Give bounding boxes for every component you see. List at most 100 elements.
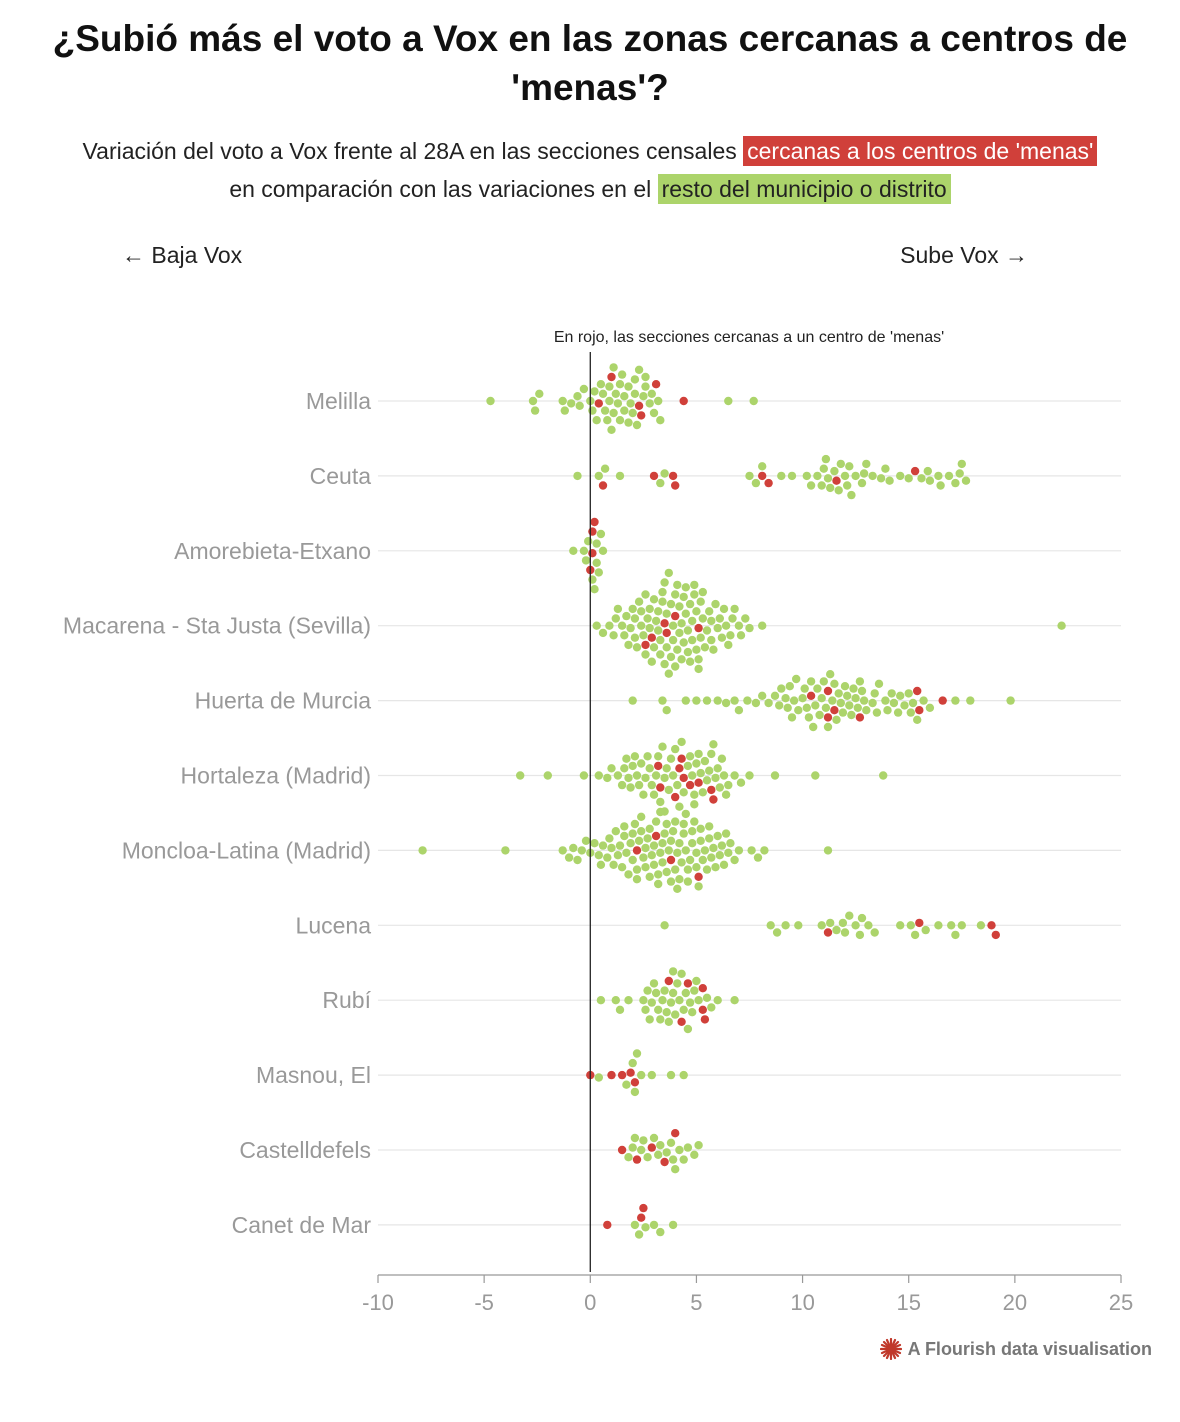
point-rest[interactable]: [641, 650, 650, 659]
point-rest[interactable]: [666, 754, 676, 763]
point-rest[interactable]: [656, 797, 665, 807]
point-rest[interactable]: [702, 626, 712, 635]
point-near[interactable]: [630, 1078, 640, 1087]
point-rest[interactable]: [628, 761, 637, 771]
point-near[interactable]: [641, 640, 650, 650]
point-rest[interactable]: [620, 392, 629, 401]
point-rest[interactable]: [628, 696, 637, 705]
point-near[interactable]: [910, 466, 920, 476]
point-rest[interactable]: [634, 780, 644, 790]
point-rest[interactable]: [845, 911, 854, 920]
point-rest[interactable]: [660, 829, 669, 838]
point-near[interactable]: [660, 1157, 669, 1167]
point-rest[interactable]: [836, 698, 845, 708]
point-rest[interactable]: [641, 773, 650, 783]
point-rest[interactable]: [632, 420, 642, 430]
point-rest[interactable]: [634, 836, 644, 845]
point-rest[interactable]: [843, 691, 852, 700]
point-rest[interactable]: [847, 490, 856, 500]
point-rest[interactable]: [736, 778, 746, 787]
point-rest[interactable]: [719, 860, 729, 869]
point-rest[interactable]: [934, 471, 943, 481]
point-rest[interactable]: [649, 979, 659, 988]
point-rest[interactable]: [872, 708, 882, 717]
point-rest[interactable]: [641, 1223, 650, 1232]
point-rest[interactable]: [679, 592, 688, 602]
point-rest[interactable]: [760, 846, 769, 855]
point-rest[interactable]: [925, 476, 935, 485]
point-rest[interactable]: [857, 913, 867, 923]
point-rest[interactable]: [709, 843, 718, 853]
point-rest[interactable]: [596, 996, 606, 1005]
point-rest[interactable]: [594, 471, 603, 481]
point-rest[interactable]: [881, 696, 890, 705]
point-rest[interactable]: [666, 836, 676, 845]
point-rest[interactable]: [630, 614, 640, 623]
point-rest[interactable]: [966, 696, 975, 705]
point-rest[interactable]: [679, 829, 688, 838]
point-rest[interactable]: [679, 788, 688, 797]
point-rest[interactable]: [628, 604, 637, 614]
point-rest[interactable]: [815, 710, 824, 720]
point-rest[interactable]: [908, 698, 918, 708]
point-near[interactable]: [668, 471, 678, 481]
point-rest[interactable]: [581, 556, 591, 565]
point-rest[interactable]: [700, 846, 710, 855]
point-rest[interactable]: [666, 1070, 676, 1080]
point-rest[interactable]: [637, 621, 646, 630]
point-rest[interactable]: [516, 771, 525, 780]
point-rest[interactable]: [681, 809, 690, 819]
point-rest[interactable]: [656, 635, 665, 645]
point-rest[interactable]: [501, 846, 510, 855]
point-rest[interactable]: [721, 829, 731, 838]
point-rest[interactable]: [647, 851, 656, 860]
point-rest[interactable]: [664, 669, 673, 678]
point-rest[interactable]: [745, 623, 754, 633]
point-near[interactable]: [632, 1155, 642, 1164]
point-rest[interactable]: [721, 621, 731, 630]
point-near[interactable]: [694, 623, 703, 633]
point-rest[interactable]: [658, 696, 667, 705]
point-rest[interactable]: [560, 406, 569, 415]
point-rest[interactable]: [581, 836, 591, 845]
point-near[interactable]: [677, 1017, 686, 1026]
point-rest[interactable]: [656, 1227, 665, 1237]
point-near[interactable]: [617, 1070, 627, 1080]
point-rest[interactable]: [840, 928, 850, 937]
point-rest[interactable]: [671, 1010, 680, 1019]
point-rest[interactable]: [620, 631, 629, 640]
point-rest[interactable]: [664, 846, 673, 855]
point-rest[interactable]: [486, 396, 495, 406]
point-near[interactable]: [700, 1015, 710, 1024]
point-rest[interactable]: [654, 626, 663, 635]
point-rest[interactable]: [535, 389, 544, 398]
point-rest[interactable]: [643, 1153, 652, 1162]
point-rest[interactable]: [696, 597, 705, 606]
point-rest[interactable]: [573, 855, 582, 865]
point-rest[interactable]: [802, 471, 811, 481]
point-rest[interactable]: [660, 986, 669, 995]
point-rest[interactable]: [658, 742, 667, 751]
point-rest[interactable]: [671, 865, 680, 874]
point-near[interactable]: [588, 527, 597, 536]
point-rest[interactable]: [851, 471, 860, 481]
point-rest[interactable]: [683, 877, 693, 886]
point-rest[interactable]: [730, 771, 739, 780]
point-rest[interactable]: [715, 851, 724, 860]
point-rest[interactable]: [639, 392, 648, 401]
point-rest[interactable]: [592, 539, 601, 548]
point-rest[interactable]: [639, 853, 648, 862]
point-rest[interactable]: [643, 986, 652, 995]
point-rest[interactable]: [543, 771, 552, 780]
point-rest[interactable]: [594, 1073, 603, 1082]
point-rest[interactable]: [685, 657, 695, 666]
point-rest[interactable]: [675, 602, 684, 611]
point-rest[interactable]: [656, 848, 665, 857]
point-rest[interactable]: [677, 858, 686, 867]
point-rest[interactable]: [876, 474, 886, 483]
point-rest[interactable]: [730, 604, 739, 614]
point-rest[interactable]: [603, 853, 612, 862]
point-rest[interactable]: [649, 1220, 659, 1230]
point-near[interactable]: [683, 979, 693, 988]
point-rest[interactable]: [607, 843, 616, 853]
